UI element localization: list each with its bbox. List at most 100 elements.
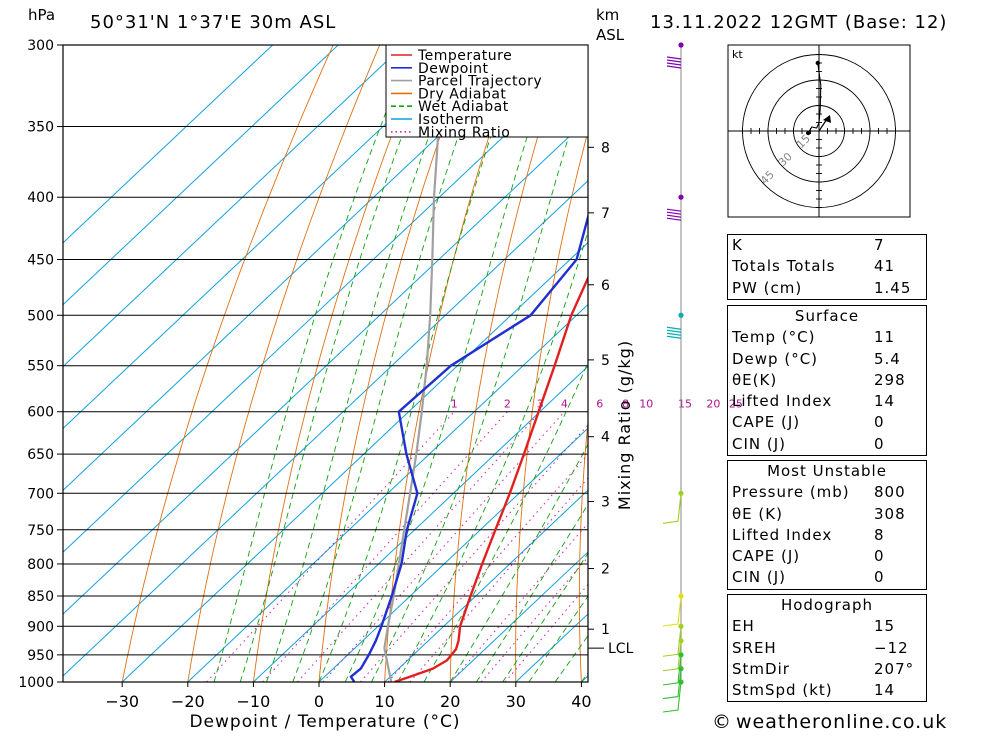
index-row: CAPE (J) 0: [728, 412, 927, 433]
wind-barb: [662, 493, 682, 524]
index-row: Totals Totals 41: [728, 256, 927, 277]
wind-barb: [662, 626, 682, 657]
legend-entry: Parcel Trajectory: [418, 74, 542, 90]
index-value: 1.45: [874, 278, 912, 297]
dewpoint-line: [349, 212, 588, 682]
wind-level-dot: [678, 42, 684, 48]
mixing-ratio-label: 1: [451, 398, 458, 411]
index-row: SREH −12: [728, 638, 927, 659]
surface-table: Surface Temp (°C) 11 Dewp (°C) 5.4 θE(K) 298 L…: [727, 305, 927, 457]
wet-adiabat: [371, 70, 588, 682]
legend-entry: Wet Adiabat: [418, 99, 509, 115]
wind-barb: [666, 335, 682, 339]
wet-adiabat: [292, 45, 491, 682]
temperature-tick-label: −30: [105, 692, 139, 711]
wet-adiabat: [266, 45, 463, 682]
legend-entry: Dry Adiabat: [418, 86, 506, 102]
wind-barb: [666, 214, 682, 218]
pressure-tick-label: 300: [27, 38, 54, 54]
temperature-tick-label: −10: [237, 692, 271, 711]
legend-entry: Isotherm: [418, 112, 484, 128]
index-value: 0: [874, 434, 885, 453]
temperature-tick-label: 10: [374, 692, 394, 711]
index-row: Lifted Index 8: [728, 525, 927, 546]
index-label: CAPE (J): [732, 547, 801, 566]
wind-barb: [662, 595, 682, 627]
km-tick-label: 6: [601, 278, 610, 294]
surface-title: Surface: [794, 307, 860, 325]
lcl-label: LCL: [608, 641, 634, 657]
isotherm-line: [63, 45, 273, 244]
index-value: 8: [874, 525, 885, 544]
index-row: Temp (°C) 11: [728, 327, 927, 348]
mixing-ratio-label: 25: [729, 398, 743, 411]
wind-barb: [662, 640, 682, 672]
profile-lines: [349, 45, 588, 682]
mixing-ratio-label: 4: [561, 398, 568, 411]
pressure-tick-label: 650: [27, 447, 54, 463]
pressure-tick-label: 500: [27, 308, 54, 324]
index-label: CIN (J): [732, 434, 787, 453]
index-value: 800: [874, 483, 906, 502]
wet-adiabat: [213, 45, 414, 682]
wind-barb: [666, 65, 682, 69]
mixing-ratio-label: 6: [596, 398, 603, 411]
index-label: StmDir: [732, 659, 790, 678]
x-axis-label: Dewpoint / Temperature (°C): [189, 712, 460, 732]
legend-entry: Mixing Ratio: [418, 125, 510, 141]
km-tick-label: 2: [601, 562, 610, 578]
wind-barb: [666, 56, 682, 60]
isotherm-line: [449, 551, 588, 682]
index-row: θE(K) 298: [728, 370, 927, 391]
wet-adiabat: [423, 361, 588, 682]
hodograph-table: Hodograph EH 15 SREH −12 StmDir 207° StmSpd (k…: [727, 594, 927, 703]
storm-motion-arrowhead: [823, 115, 831, 123]
index-value: 11: [874, 328, 896, 347]
pressure-tick-label: 400: [27, 190, 54, 206]
index-value: 298: [874, 370, 906, 389]
temperature-tick-label: 0: [314, 692, 324, 711]
index-row: EH 15: [728, 616, 927, 637]
wind-barb: [666, 59, 682, 63]
index-label: SREH: [732, 638, 777, 657]
wind-barb: [662, 681, 682, 713]
mixing-ratio-labels: 1 2 3 4 6 8 10 15 20 25: [451, 398, 743, 411]
index-label: θE (K): [732, 504, 783, 523]
isotherm-line: [63, 45, 470, 430]
parcel-trajectory-line: [383, 45, 451, 682]
hodograph-trace: [807, 62, 822, 134]
mixing-ratio-label: 20: [706, 398, 720, 411]
dry-adiabat: [924, 45, 976, 682]
wind-barb: [666, 62, 682, 66]
wind-level-dot: [678, 312, 684, 318]
most-unstable-table: Most Unstable Pressure (mb) 800 θE (K) 308 L…: [727, 460, 927, 590]
index-label: Dewp (°C): [732, 349, 819, 368]
index-label: Totals Totals: [732, 257, 836, 276]
pressure-tick-label: 1000: [18, 675, 54, 691]
index-value: 0: [874, 547, 885, 566]
dry-adiabat: [187, 45, 381, 682]
isotherm-line: [253, 365, 588, 682]
km-axis: 8 7 6 5 4 3 2 1 LCL: [588, 140, 634, 657]
pressure-tick-label: 800: [27, 557, 54, 573]
wind-barb: [666, 208, 682, 212]
index-value: 15: [874, 617, 896, 636]
mixing-ratio-label: 2: [504, 398, 511, 411]
index-row: StmDir 207°: [728, 659, 927, 680]
index-label: EH: [732, 617, 755, 636]
wind-barb: [666, 326, 682, 330]
index-row: CIN (J) 0: [728, 567, 927, 589]
mixing-ratio-label: 10: [639, 398, 653, 411]
legend-entry: Dewpoint: [418, 61, 489, 77]
pressure-tick-label: 600: [27, 405, 54, 421]
pressure-tick-label: 700: [27, 486, 54, 502]
index-label: Pressure (mb): [732, 483, 850, 502]
index-row: Dewp (°C) 5.4: [728, 349, 927, 370]
wind-barb: [666, 332, 682, 336]
wind-barb: [666, 217, 682, 221]
index-label: Lifted Index: [732, 525, 833, 544]
index-value: 14: [874, 392, 896, 411]
